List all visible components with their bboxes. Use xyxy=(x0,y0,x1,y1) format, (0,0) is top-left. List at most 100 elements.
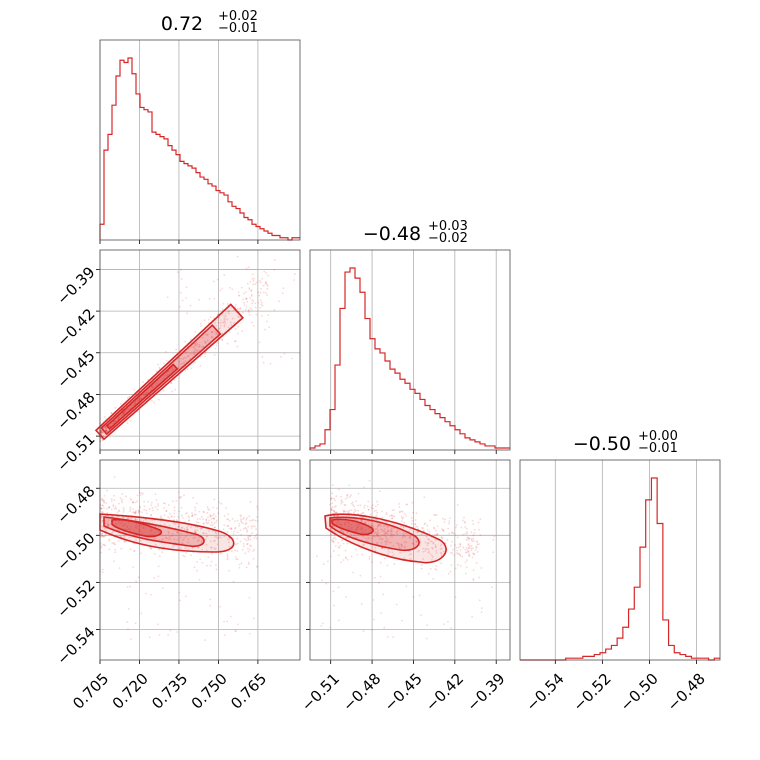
p21-sample-point xyxy=(321,579,324,582)
p21-sample-point xyxy=(467,544,470,547)
p21-sample-point xyxy=(363,543,365,546)
p21-sample-point xyxy=(427,548,430,551)
p20-sample-point xyxy=(100,508,103,511)
p21-sample-point xyxy=(376,533,379,536)
p20-sample-point xyxy=(184,512,187,515)
p20-sample-point xyxy=(187,548,189,551)
p20-sample-point xyxy=(122,511,125,513)
p21-sample-point xyxy=(447,527,450,530)
p21-sample-point xyxy=(339,530,342,532)
p10-sample-point xyxy=(221,332,224,335)
p20-sample-point xyxy=(122,524,124,527)
p10-sample-point xyxy=(164,374,166,377)
p21-sample-point xyxy=(316,555,318,558)
p21-sample-point xyxy=(331,492,334,495)
p21-sample-point xyxy=(466,532,468,535)
p10-sample-point xyxy=(199,322,202,325)
p21-sample-point xyxy=(424,541,427,544)
p21-sample-point xyxy=(446,538,449,541)
p20-sample-point xyxy=(242,518,244,521)
p21-xtick-label: −0.42 xyxy=(422,670,467,715)
p20-sample-point xyxy=(169,538,172,540)
p21-sample-point xyxy=(344,521,346,524)
p20-sample-point xyxy=(182,517,184,519)
p21-sample-point xyxy=(453,554,456,557)
p21-sample-point xyxy=(383,547,386,550)
diag-1-frame xyxy=(309,249,511,451)
p21-sample-point xyxy=(361,516,364,519)
p20-sample-point xyxy=(209,523,212,526)
p21-sample-point xyxy=(472,523,475,525)
p21-sample-point xyxy=(386,532,388,535)
p20-sample-point xyxy=(138,491,141,494)
p10-sample-point xyxy=(223,324,226,326)
p20-sample-point xyxy=(183,537,185,540)
p21-sample-point xyxy=(468,547,470,549)
p20-sample-point xyxy=(134,512,136,515)
p21-sample-point xyxy=(374,528,377,530)
p20-sample-point xyxy=(102,507,105,510)
p10-sample-point xyxy=(170,381,172,384)
p20-sample-point xyxy=(231,517,234,520)
p21-sample-point xyxy=(361,527,364,530)
p10-sample-point xyxy=(211,336,214,339)
p10-sample-point xyxy=(209,316,212,319)
p20-sample-point xyxy=(235,556,237,558)
p21-sample-point xyxy=(362,630,365,632)
p21-sample-point xyxy=(350,494,352,496)
p20-sample-point xyxy=(216,543,219,546)
p21-sample-point xyxy=(387,525,390,528)
p20-sample-point xyxy=(209,564,212,567)
p21-sample-point xyxy=(371,561,373,564)
p21-sample-point xyxy=(441,528,444,531)
p10-sample-point xyxy=(197,346,200,348)
p21-sample-point xyxy=(360,519,363,522)
p20-contour-outer xyxy=(99,513,235,553)
p10-sample-point xyxy=(126,397,129,399)
p21-sample-point xyxy=(350,555,353,558)
p21-sample-point xyxy=(434,544,437,546)
p21-sample-point xyxy=(472,552,474,555)
p21-sample-point xyxy=(468,554,470,557)
p20-sample-point xyxy=(179,547,182,549)
p21-sample-point xyxy=(417,550,419,553)
p20-sample-point xyxy=(187,538,190,541)
p20-ytick-label: −0.50 xyxy=(53,529,98,574)
p21-sample-point xyxy=(386,553,389,556)
p10-sample-point xyxy=(182,358,185,360)
p10-sample-point xyxy=(190,346,193,348)
p21-sample-point xyxy=(339,544,342,547)
p20-sample-point xyxy=(222,528,225,531)
p21-sample-point xyxy=(408,536,411,538)
p20-sample-point xyxy=(240,533,243,536)
p20-sample-point xyxy=(178,510,180,513)
p10-sample-point xyxy=(183,356,186,359)
p21-sample-point xyxy=(400,543,403,546)
p10-sample-point xyxy=(210,336,213,339)
p21-sample-point xyxy=(404,536,407,538)
p20-xtick-label: 0.720 xyxy=(109,670,152,713)
p20-sample-point xyxy=(153,577,155,579)
p20-sample-point xyxy=(180,527,183,529)
p21-sample-point xyxy=(410,516,413,519)
p21-sample-point xyxy=(425,637,428,640)
p21-sample-point xyxy=(376,531,379,534)
p21-sample-point xyxy=(391,509,394,512)
p21-sample-point xyxy=(434,538,437,541)
p21-sample-point xyxy=(413,523,416,526)
p10-sample-point xyxy=(189,304,192,307)
p20-sample-point xyxy=(191,512,193,514)
p10-sample-point xyxy=(236,255,239,258)
p20-sample-point xyxy=(101,532,104,535)
p21-sample-point xyxy=(383,533,386,536)
p10-sample-point xyxy=(237,315,240,318)
p21-sample-point xyxy=(361,528,364,531)
p20-sample-point xyxy=(193,513,196,516)
p10-sample-point xyxy=(105,429,107,432)
p20-sample-point xyxy=(100,551,102,554)
p20-sample-point xyxy=(256,566,259,569)
p10-sample-point xyxy=(101,432,104,435)
p21-sample-point xyxy=(404,512,406,515)
p20-sample-point xyxy=(176,538,179,541)
p20-sample-point xyxy=(209,515,212,518)
